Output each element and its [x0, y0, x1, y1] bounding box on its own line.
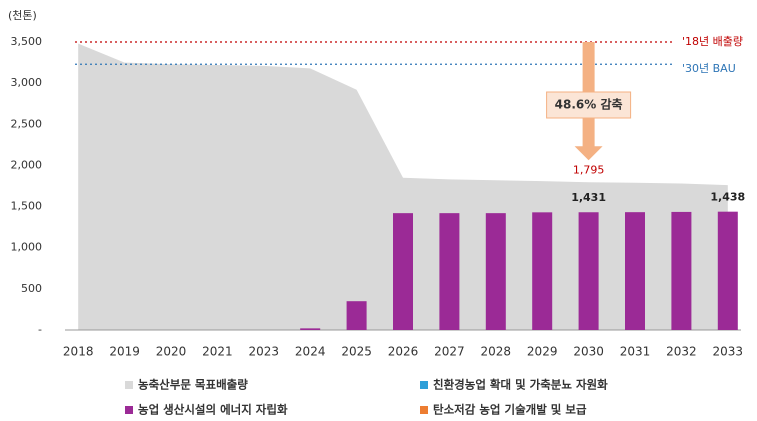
data-label: 1,431 — [571, 191, 606, 204]
y-axis-label: (천톤) — [8, 8, 37, 22]
y-tick-label: 500 — [21, 282, 42, 295]
x-tick-label: 2023 — [249, 345, 280, 359]
bar — [717, 211, 738, 330]
x-tick-label: 2027 — [434, 345, 465, 359]
bar — [393, 213, 413, 330]
legend-swatch — [420, 406, 428, 414]
x-tick-label: 2018 — [63, 345, 94, 359]
x-tick-label: 2026 — [388, 345, 419, 359]
legend-label: 농업 생산시설의 에너지 자립화 — [138, 403, 288, 417]
legend-swatch — [125, 406, 133, 414]
x-tick-label: 2028 — [481, 345, 512, 359]
reference-label: '30년 BAU — [682, 62, 736, 75]
x-tick-label: 2020 — [156, 345, 187, 359]
x-tick-label: 2025 — [341, 345, 372, 359]
x-tick-label: 2029 — [527, 345, 558, 359]
y-tick-label: - — [38, 323, 42, 336]
x-tick-label: 2019 — [109, 345, 140, 359]
data-label: 1,438 — [710, 191, 745, 204]
x-tick-label: 2024 — [295, 345, 326, 359]
bar — [532, 212, 553, 330]
bar — [346, 301, 367, 330]
x-tick-label: 2032 — [666, 345, 697, 359]
bar — [578, 212, 599, 330]
bar — [439, 213, 460, 330]
x-tick-label: 2031 — [620, 345, 651, 359]
x-tick-label: 2033 — [713, 345, 744, 359]
area — [78, 43, 728, 330]
y-tick-label: 1,500 — [11, 200, 43, 213]
legend-swatch — [420, 381, 428, 389]
bar — [300, 328, 321, 330]
y-tick-label: 3,500 — [11, 35, 43, 48]
legend-label: 탄소저감 농업 기술개발 및 보급 — [433, 403, 587, 417]
legend-label: 농축산부문 목표배출량 — [138, 378, 248, 392]
x-tick-label: 2021 — [202, 345, 233, 359]
x-tick-label: 2030 — [573, 345, 604, 359]
bar — [485, 213, 506, 330]
bar — [671, 211, 692, 330]
y-tick-label: 2,500 — [11, 117, 43, 130]
legend-swatch — [125, 381, 133, 389]
annotation-box — [546, 91, 632, 119]
annotation: 48.6% 감축 — [555, 97, 623, 112]
legend-label: 친환경농업 확대 및 가축분뇨 자원화 — [433, 378, 608, 392]
data-label: 1,795 — [573, 163, 605, 176]
y-tick-label: 1,000 — [11, 241, 43, 254]
y-tick-label: 3,000 — [11, 76, 43, 89]
bar — [625, 212, 645, 330]
reference-label: '18년 배출량 — [682, 35, 743, 48]
y-tick-label: 2,000 — [11, 158, 43, 171]
